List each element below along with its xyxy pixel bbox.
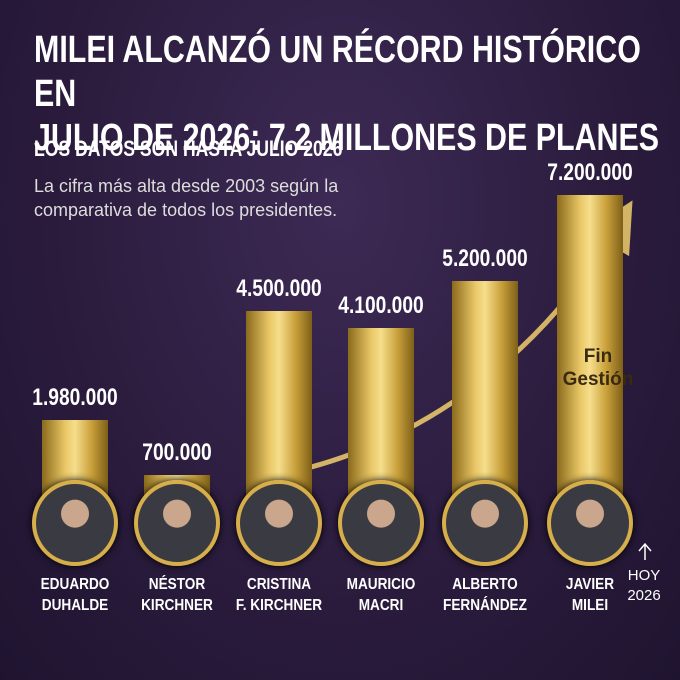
annotation: HOY 2026: [627, 567, 661, 604]
portrait: [547, 480, 633, 566]
portrait: [442, 480, 528, 566]
bar: [246, 311, 312, 505]
x-tick-label: CRISTINA F. KIRCHNER: [235, 576, 323, 614]
data-label: 5.200.000: [442, 245, 528, 273]
data-label: 4.500.000: [236, 275, 322, 303]
bar: [452, 281, 518, 505]
data-label: 7.200.000: [547, 159, 633, 186]
data-label: 4.100.000: [338, 292, 424, 320]
portrait: [32, 480, 118, 566]
x-tick-label: EDUARDO DUHALDE: [40, 576, 110, 614]
portrait: [236, 480, 322, 566]
chart-title: MILEI ALCANZÓ UN RÉCORD HISTÓRICO EN JUL…: [34, 29, 660, 159]
description: La cifra más alta desde 2003 según la co…: [34, 176, 339, 220]
data-label: 1.980.000: [32, 383, 118, 411]
chart-subtitle: LOS DATOS SON HASTA JULIO 2026: [34, 136, 343, 161]
bar: [348, 328, 414, 505]
x-tick-label: NÉSTOR KIRCHNER: [141, 576, 213, 614]
portrait: [134, 480, 220, 566]
portrait: [338, 480, 424, 566]
x-tick-label: JAVIER MILEI: [565, 576, 615, 614]
annotation: Fin Gestión: [562, 346, 634, 390]
data-label: 700.000: [142, 438, 212, 466]
bar: [557, 195, 623, 505]
x-tick-label: MAURICIO MACRI: [346, 576, 416, 614]
x-tick-label: ALBERTO FERNÁNDEZ: [443, 576, 527, 614]
